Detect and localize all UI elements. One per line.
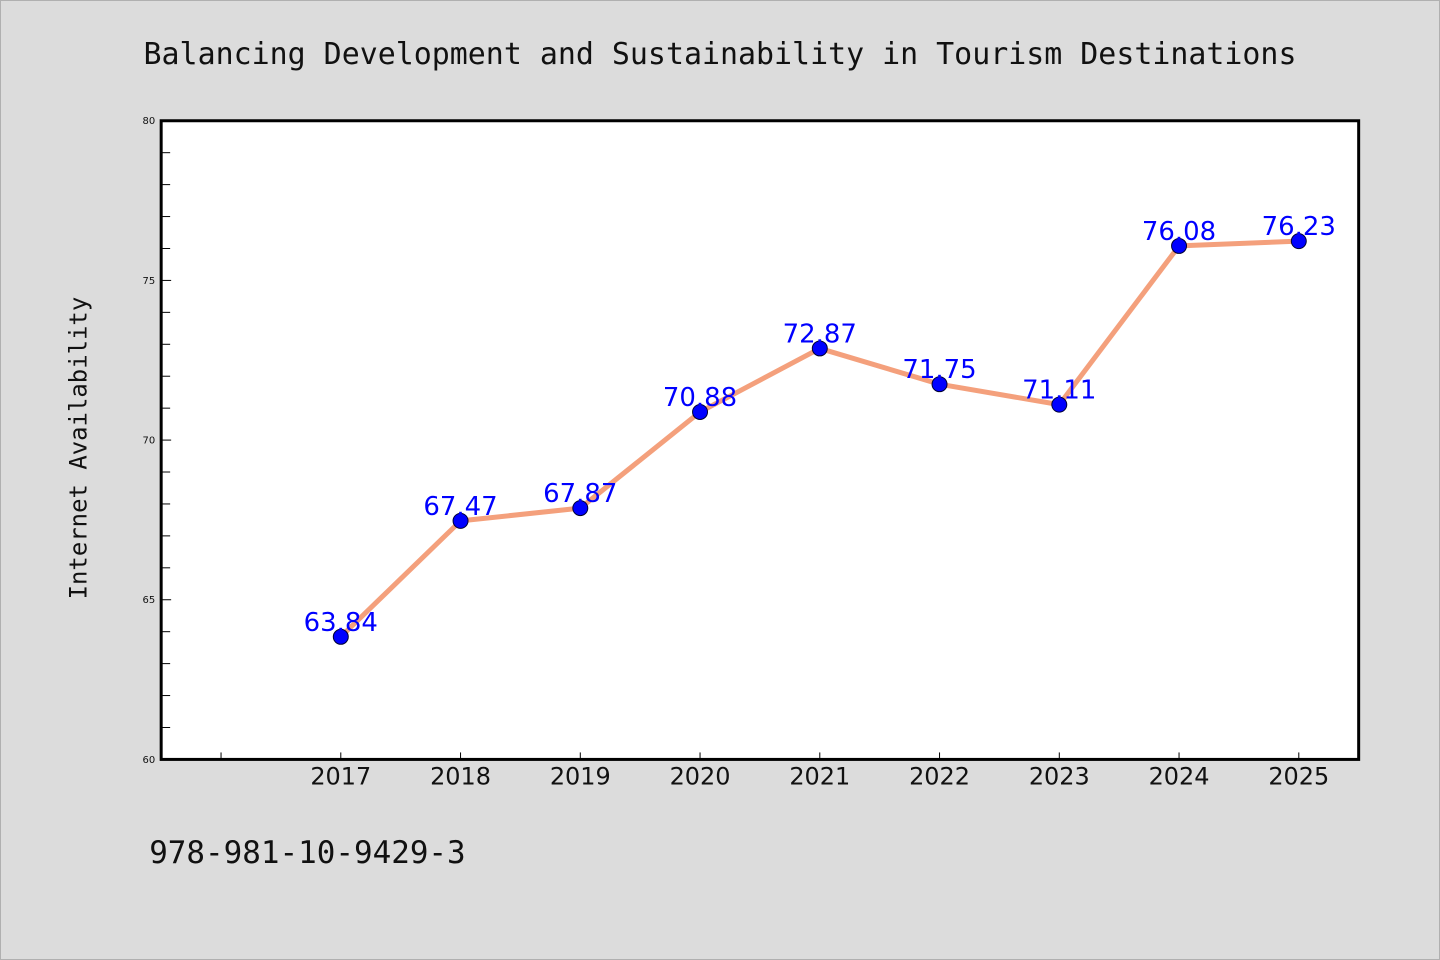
data-point — [1051, 396, 1068, 413]
data-point — [931, 376, 948, 393]
x-tick-label: 2025 — [1268, 762, 1329, 790]
x-tick-label: 2022 — [909, 762, 970, 790]
chart-title: Balancing Development and Sustainability… — [144, 37, 1297, 72]
data-label: 76.08 — [1142, 217, 1216, 247]
data-label: 63.84 — [304, 608, 378, 638]
y-tick-label: 70 — [142, 436, 155, 447]
data-point — [1171, 237, 1188, 254]
footer-code: 978-981-10-9429-3 — [149, 835, 465, 871]
y-tick-label: 60 — [142, 755, 155, 766]
data-label: 76.23 — [1262, 212, 1336, 242]
series-layer — [332, 233, 1307, 645]
y-axis-ticks: 60 65 70 75 80 — [142, 116, 172, 766]
x-tick-label: 2023 — [1029, 762, 1090, 790]
data-point — [811, 340, 828, 357]
x-axis-ticks: 2017 2018 2019 2020 2021 2022 2023 2024 2025 — [220, 752, 1329, 790]
x-tick-label: 2018 — [430, 762, 491, 790]
x-tick-label: 2017 — [310, 762, 371, 790]
y-tick-label: 75 — [142, 276, 155, 287]
data-label: 70.88 — [663, 383, 737, 413]
y-tick-label: 80 — [142, 116, 155, 127]
plot-area — [159, 119, 1361, 761]
x-tick-label: 2019 — [550, 762, 611, 790]
data-point — [572, 500, 589, 517]
x-tick-label: 2020 — [670, 762, 731, 790]
data-point — [332, 628, 349, 645]
data-label: 71.75 — [902, 355, 976, 385]
data-point — [452, 512, 469, 529]
data-label: 67.87 — [543, 479, 617, 509]
y-axis-label: Internet Availability — [64, 297, 92, 600]
data-point — [692, 403, 709, 420]
data-label: 71.11 — [1022, 376, 1096, 406]
x-tick-label: 2021 — [789, 762, 850, 790]
data-label: 72.87 — [783, 319, 857, 349]
y-tick-label: 65 — [142, 595, 155, 606]
x-tick-label: 2024 — [1149, 762, 1210, 790]
data-label: 67.47 — [423, 492, 497, 522]
data-point — [1290, 233, 1307, 250]
data-labels-layer: 63.84 67.47 67.87 70.88 72.87 71.75 71.11 76.08… — [304, 212, 1336, 638]
